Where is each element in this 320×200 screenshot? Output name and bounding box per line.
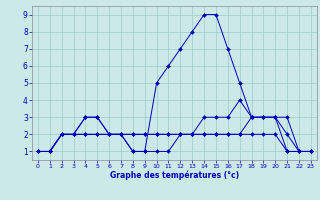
X-axis label: Graphe des températures (°c): Graphe des températures (°c) <box>110 171 239 180</box>
